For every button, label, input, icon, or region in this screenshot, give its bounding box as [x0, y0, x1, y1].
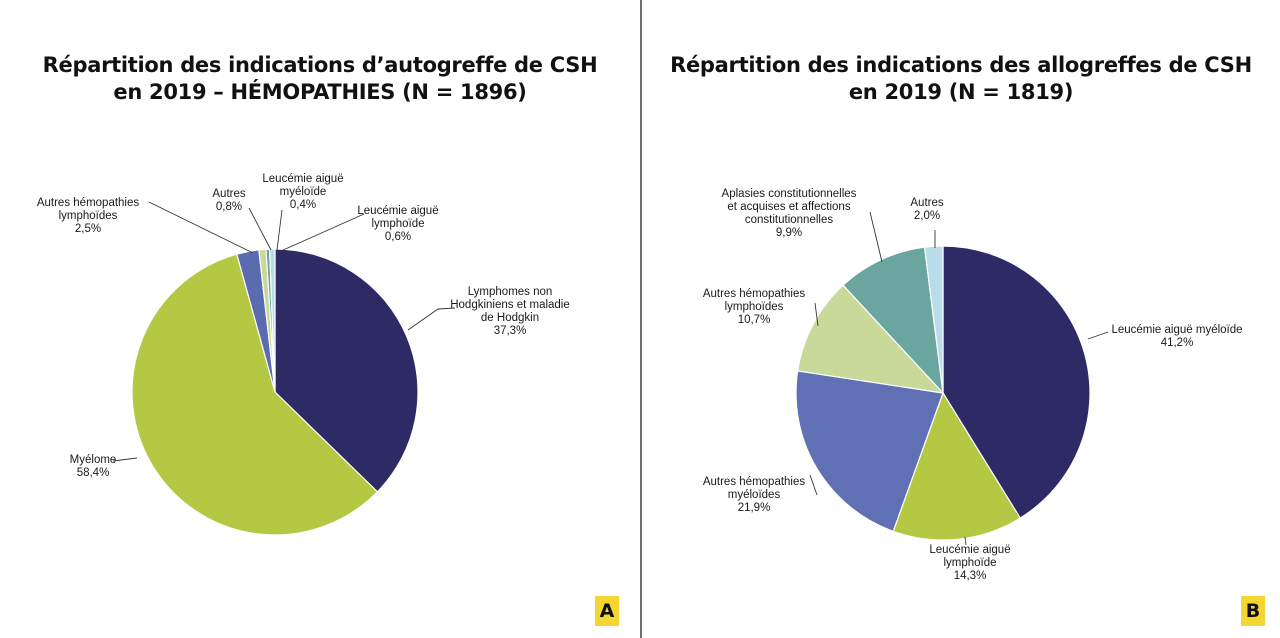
slice-label-a-4: Leucémie aiguë myéloïde 0,4% [262, 173, 343, 211]
pie-slice-b-0 [942, 245, 1091, 519]
slice-value-b-0: 41,2% [1161, 337, 1194, 349]
slice-label-a-2: Autres hémopathies lymphoïdes 2,5% [37, 197, 140, 235]
leader-line-a-2 [148, 201, 254, 254]
chart-panel-a: Répartition des indications d’autogreffe… [0, 52, 640, 626]
chart-title-a: Répartition des indications d’autogreffe… [0, 52, 640, 106]
slice-value-a-0: 37,3% [494, 325, 527, 337]
slice-label-line-a-2: Autres hémopathies [37, 197, 140, 209]
leader-line-a-3 [248, 207, 272, 251]
panel-badge-b: B [1241, 596, 1265, 626]
pie-slice-b-3 [796, 284, 945, 394]
slice-value-a-4: 0,4% [290, 199, 316, 211]
slice-label-line-a-3: Autres [212, 188, 245, 200]
leader-line-b-3 [814, 302, 819, 327]
pie-slice-b-2 [795, 370, 944, 533]
slice-label-line-a-1: Myélome [70, 454, 117, 466]
leader-line-a-0 [407, 307, 456, 331]
slice-label-line-a-0: de Hodgkin [481, 312, 539, 324]
slice-label-b-3: Autres hémopathies lymphoïdes 10,7% [703, 288, 806, 326]
pie-labels-b: Leucémie aiguë myéloïde 41,2%Leucémie aig… [703, 188, 1243, 582]
pie-slice-b-4 [842, 246, 944, 395]
pie-slice-a-1 [131, 253, 379, 536]
leader-line-a-4 [276, 209, 283, 251]
slice-label-line-b-2: Autres hémopathies [703, 476, 806, 488]
pie-slice-a-0 [274, 248, 419, 493]
slice-label-b-1: Leucémie aiguë lymphoïde 14,3% [929, 544, 1010, 582]
leader-line-b-2 [809, 474, 818, 496]
slice-label-line-a-2: lymphoïdes [59, 210, 118, 222]
pie-labels-a: Lymphomes non Hodgkiniens et maladie de Ho… [37, 173, 570, 479]
leader-line-b-0 [1087, 331, 1109, 340]
chart-title-b-line-1: Répartition des indications des allogref… [670, 53, 1252, 77]
chart-title-a-line-2: en 2019 – HÉMOPATHIES (N = 1896) [113, 80, 527, 104]
pie-slices-a [131, 248, 419, 536]
pie-chart-a: Lymphomes non Hodgkiniens et maladie de Ho… [37, 173, 570, 536]
slice-label-line-b-3: Autres hémopathies [703, 288, 806, 300]
chart-panel-b: Répartition des indications des allogref… [642, 0, 1280, 638]
panel-badge-a: A [595, 596, 619, 626]
leader-line-b-1 [964, 536, 967, 546]
slice-label-b-4: Aplasies constitutionnelles et acquises e… [722, 188, 857, 239]
slice-label-line-a-0: Hodgkiniens et maladie [450, 299, 570, 311]
panel-divider [640, 0, 642, 638]
slice-label-line-b-1: Leucémie aiguë [929, 544, 1010, 556]
chart-title-b-line-2: en 2019 (N = 1819) [848, 80, 1074, 104]
slice-value-b-3: 10,7% [738, 314, 771, 326]
leader-line-b-4 [869, 211, 883, 263]
leader-line-a-5 [280, 213, 365, 252]
slice-value-b-2: 21,9% [738, 502, 771, 514]
slice-label-line-b-4: constitutionnelles [745, 214, 833, 226]
slice-label-b-0: Leucémie aiguë myéloïde 41,2% [1111, 324, 1242, 349]
slice-value-b-5: 2,0% [914, 210, 940, 222]
slice-label-line-a-0: Lymphomes non [468, 286, 553, 298]
slice-value-a-1: 58,4% [77, 467, 110, 479]
slice-label-a-5: Leucémie aiguë lymphoïde 0,6% [357, 205, 438, 243]
slice-value-a-3: 0,8% [216, 201, 242, 213]
slice-label-line-b-4: et acquises et affections [727, 201, 850, 213]
pie-slice-b-1 [892, 391, 1022, 541]
slice-label-b-5: Autres 2,0% [910, 197, 943, 222]
slice-label-a-0: Lymphomes non Hodgkiniens et maladie de Ho… [450, 286, 570, 337]
slice-label-a-3: Autres 0,8% [212, 188, 245, 213]
slice-label-a-1: Myélome 58,4% [70, 454, 117, 479]
leader-line-a-1 [112, 457, 138, 462]
pie-slice-a-5 [268, 248, 276, 393]
slice-label-line-a-4: myéloïde [280, 186, 327, 198]
slice-label-line-a-5: lymphoïde [371, 218, 424, 230]
slice-label-line-b-3: lymphoïdes [725, 301, 784, 313]
slice-label-line-b-0: Leucémie aiguë myéloïde [1111, 324, 1242, 336]
slice-label-line-b-1: lymphoïde [943, 557, 996, 569]
pie-chart-b: Leucémie aiguë myéloïde 41,2%Leucémie aig… [703, 188, 1243, 582]
slice-value-a-2: 2,5% [75, 223, 101, 235]
chart-title-b: Répartition des indications des allogref… [642, 52, 1280, 106]
slice-label-line-b-5: Autres [910, 197, 943, 209]
slice-label-line-b-2: myéloïdes [728, 489, 781, 501]
pie-slice-b-5 [923, 245, 944, 394]
pie-slices-b [795, 245, 1091, 541]
slice-label-line-b-4: Aplasies constitutionnelles [722, 188, 857, 200]
slice-label-b-2: Autres hémopathies myéloïdes 21,9% [703, 476, 806, 514]
slice-value-b-1: 14,3% [954, 570, 987, 582]
slice-label-line-a-4: Leucémie aiguë [262, 173, 343, 185]
chart-title-a-line-1: Répartition des indications d’autogreffe… [42, 53, 598, 77]
slice-label-line-a-5: Leucémie aiguë [357, 205, 438, 217]
slice-value-b-4: 9,9% [776, 227, 802, 239]
slice-value-a-5: 0,6% [385, 231, 411, 243]
